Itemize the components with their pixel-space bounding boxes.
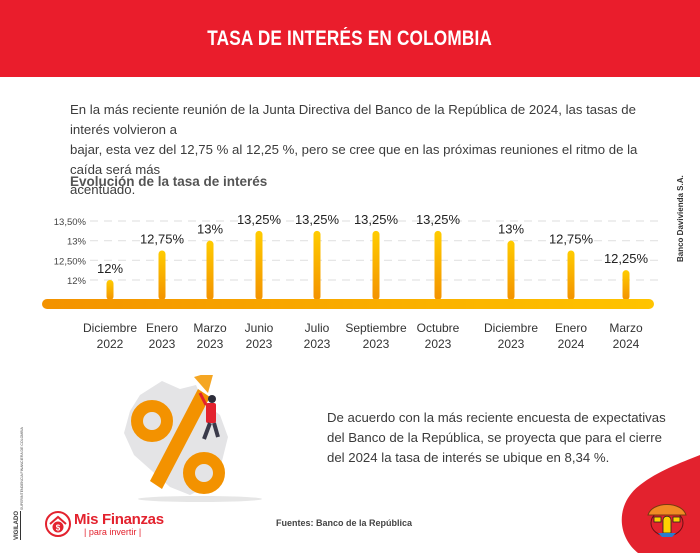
- y-tick-label: 13,50%: [54, 217, 87, 228]
- header-banner: TASA DE INTERÉS EN COLOMBIA: [0, 0, 700, 77]
- x-tick-label-year: 2024: [558, 337, 585, 351]
- projection-line: del Banco de la República, se proyecta q…: [327, 430, 663, 445]
- bar: [313, 230, 321, 300]
- brand-tagline: | para invertir |: [84, 526, 142, 537]
- data-label: 12,25%: [604, 251, 649, 266]
- vigilado-label: VIGILADO: [14, 510, 21, 540]
- x-tick-label-month: Diciembre: [83, 321, 137, 335]
- projection-line: del 2024 la tasa de interés se ubique en…: [327, 450, 610, 465]
- x-tick-label-month: Octubre: [417, 321, 460, 335]
- x-tick-label-year: 2023: [363, 337, 390, 351]
- bar: [622, 270, 630, 300]
- bar: [434, 230, 442, 300]
- x-tick-label-month: Diciembre: [484, 321, 538, 335]
- x-tick-label-year: 2023: [197, 337, 224, 351]
- data-label: 13,25%: [295, 212, 340, 227]
- projection-paragraph: De acuerdo con la más reciente encuesta …: [327, 408, 667, 468]
- shadow: [138, 496, 262, 502]
- projection-line: De acuerdo con la más reciente encuesta …: [327, 410, 666, 425]
- page-title: TASA DE INTERÉS EN COLOMBIA: [207, 26, 493, 50]
- arrow-head: [194, 375, 213, 393]
- svg-text:$: $: [56, 524, 61, 533]
- data-label: 12,75%: [140, 232, 185, 247]
- bar: [372, 230, 380, 300]
- x-tick-label-month: Enero: [146, 321, 178, 335]
- x-tick-label-year: 2023: [425, 337, 452, 351]
- bar: [158, 250, 166, 300]
- intro-paragraph: En la más reciente reunión de la Junta D…: [70, 100, 655, 200]
- data-label: 13%: [197, 222, 223, 237]
- davivienda-house-icon: [647, 504, 687, 537]
- chart-title: Evolución de la tasa de interés: [70, 174, 268, 189]
- percent-bottom-circle: [183, 452, 225, 494]
- vigilado-sub-label: SUPERINTENDENCIA FINANCIERA DE COLOMBIA: [20, 427, 24, 510]
- climbing-person-icon: [198, 392, 220, 440]
- x-tick-label-month: Julio: [305, 321, 330, 335]
- percent-illustration: [124, 375, 262, 502]
- bar: [567, 250, 575, 300]
- intro-line: acentuado.: [70, 182, 136, 197]
- x-tick-label-month: Marzo: [193, 321, 227, 335]
- percent-top-circle: [131, 400, 173, 442]
- x-tick-label-month: Marzo: [609, 321, 643, 335]
- x-tick-label-month: Septiembre: [345, 321, 407, 335]
- data-label: 12%: [97, 261, 123, 276]
- x-tick-label-year: 2023: [149, 337, 176, 351]
- bar: [507, 240, 515, 300]
- x-tick-label-year: 2022: [97, 337, 124, 351]
- bar: [106, 280, 114, 300]
- bar: [206, 240, 214, 300]
- timeline-axis: [42, 299, 654, 309]
- intro-line: bajar, esta vez del 12,75 % al 12,25 %, …: [70, 142, 638, 177]
- x-tick-label-year: 2023: [304, 337, 331, 351]
- y-tick-label: 12%: [67, 276, 87, 287]
- interest-rate-chart: 13,50% 13% 12,50% 12% 12% Diciembre 2022 12,75%…: [42, 212, 660, 351]
- x-tick-label-month: Junio: [245, 321, 274, 335]
- bar: [255, 230, 263, 300]
- data-label: 12,75%: [549, 232, 594, 247]
- data-label: 13%: [498, 222, 524, 237]
- y-tick-label: 12,50%: [54, 256, 87, 267]
- x-tick-label-year: 2023: [498, 337, 525, 351]
- intro-line: En la más reciente reunión de la Junta D…: [70, 102, 636, 137]
- percent-slash: [150, 389, 210, 489]
- sources-note: Fuentes: Banco de la República: [276, 518, 413, 528]
- y-tick-label: 13%: [67, 237, 87, 248]
- x-tick-label-year: 2023: [246, 337, 273, 351]
- brand-name: Mis Finanzas: [74, 510, 164, 528]
- data-label: 13,25%: [354, 212, 399, 227]
- red-corner-shape: [621, 455, 700, 553]
- x-tick-label-year: 2024: [613, 337, 640, 351]
- mis-finanzas-logo: $ Mis Finanzas | para invertir |: [44, 510, 164, 538]
- money-house-icon: $: [45, 511, 71, 537]
- data-label: 13,25%: [237, 212, 282, 227]
- data-label: 13,25%: [416, 212, 461, 227]
- davivienda-corner: [621, 455, 700, 553]
- x-tick-label-month: Enero: [555, 321, 587, 335]
